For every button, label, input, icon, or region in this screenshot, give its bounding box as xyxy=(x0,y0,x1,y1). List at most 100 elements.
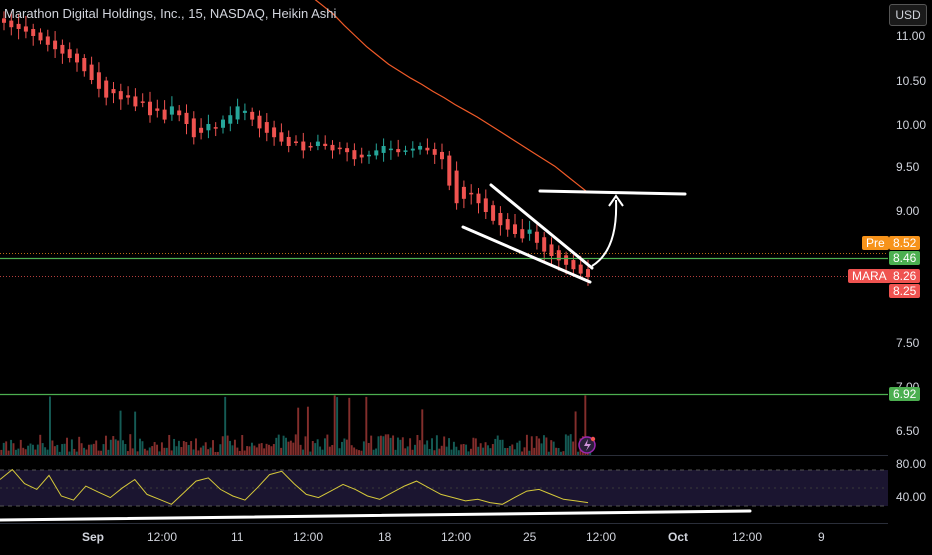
wedge-lower-line xyxy=(461,225,592,284)
volume-bar xyxy=(190,441,193,455)
volume-bar xyxy=(209,447,212,455)
volume-bar xyxy=(338,448,341,455)
pre-market-label: Pre xyxy=(862,236,889,250)
volume-bar xyxy=(384,434,387,455)
volume-bar xyxy=(41,443,44,455)
lightning-alert-icon[interactable] xyxy=(578,436,596,454)
volume-bar xyxy=(163,447,166,455)
volume-bar xyxy=(406,446,409,455)
volume-bar xyxy=(258,443,261,455)
candle-body xyxy=(16,23,21,29)
candle-body xyxy=(9,20,14,28)
volume-bar xyxy=(360,450,363,455)
candle-body xyxy=(67,49,72,58)
volume-bar xyxy=(555,447,558,455)
volume-bar xyxy=(355,449,358,455)
volume-bar xyxy=(34,449,37,455)
volume-bar xyxy=(53,446,56,455)
wedge-upper-line xyxy=(489,183,594,270)
volume-bar xyxy=(170,450,173,455)
volume-bar xyxy=(462,443,465,455)
volume-bar xyxy=(557,448,560,455)
volume-bar xyxy=(280,447,283,455)
volume-bar xyxy=(343,438,346,455)
volume-bar xyxy=(394,449,397,455)
volume-bar xyxy=(87,444,90,455)
volume-bar xyxy=(482,447,485,455)
volume-bar xyxy=(460,444,463,455)
volume-bar xyxy=(494,438,497,455)
currency-button[interactable]: USD xyxy=(889,4,927,26)
rsi-line xyxy=(0,468,589,505)
volume-bar xyxy=(17,448,20,455)
volume-bar xyxy=(304,436,307,455)
volume-bar xyxy=(248,446,251,455)
volume-bar xyxy=(538,438,541,455)
volume-bar xyxy=(294,434,297,455)
volume-bar xyxy=(416,434,419,455)
volume-bar xyxy=(414,444,416,455)
volume-bar xyxy=(455,446,458,455)
volume-bar xyxy=(328,446,331,455)
volume-bar xyxy=(229,440,232,455)
volume-bar xyxy=(185,441,188,455)
volume-bar xyxy=(250,442,253,455)
volume-bar xyxy=(469,448,472,455)
volume-bar xyxy=(550,440,553,455)
volume-bar xyxy=(426,440,429,455)
volume-bar xyxy=(491,444,494,455)
candle-body xyxy=(491,205,496,221)
candle-body xyxy=(337,147,342,150)
candle-body xyxy=(118,91,123,100)
candle-body xyxy=(323,143,328,146)
volume-bar xyxy=(484,442,487,455)
volume-bar xyxy=(372,449,375,455)
volume-bar xyxy=(112,436,115,455)
volume-bar xyxy=(404,448,407,455)
volume-bar xyxy=(377,436,380,455)
volume-bar xyxy=(175,446,178,455)
price-tick: 11.00 xyxy=(896,29,926,43)
volume-bar xyxy=(219,444,222,455)
volume-bar xyxy=(467,451,470,455)
candle-body xyxy=(403,150,408,152)
candle-body xyxy=(53,40,58,50)
volume-bar xyxy=(199,447,202,455)
volume-bar xyxy=(525,434,528,455)
volume-bar xyxy=(221,436,224,455)
volume-bar xyxy=(428,448,431,455)
candle-body xyxy=(213,127,218,129)
candle-body xyxy=(82,58,87,72)
volume-bar xyxy=(345,439,348,455)
volume-bar xyxy=(212,440,214,455)
candle-body xyxy=(23,26,28,32)
last-price-tag: 8.26 xyxy=(889,269,921,283)
volume-bar xyxy=(134,411,137,455)
volume-bar xyxy=(5,441,8,455)
volume-bar xyxy=(10,439,13,455)
volume-bar xyxy=(552,441,555,455)
volume-bar xyxy=(265,443,268,455)
volume-bar xyxy=(457,450,460,455)
price-tick: 9.00 xyxy=(896,204,920,218)
volume-bar xyxy=(78,436,81,455)
candle-body xyxy=(388,148,393,151)
candle-body xyxy=(345,148,350,153)
candle-body xyxy=(586,269,590,278)
volume-bar xyxy=(63,443,66,455)
volume-bar xyxy=(153,442,156,455)
volume-bars xyxy=(0,395,592,455)
volume-bar xyxy=(0,449,3,455)
candle-body xyxy=(162,109,167,120)
candle-body xyxy=(104,80,109,98)
volume-bar xyxy=(143,448,146,455)
volume-bar xyxy=(56,444,59,455)
candle-body xyxy=(89,64,94,80)
volume-bar xyxy=(535,436,538,455)
candle-body xyxy=(352,150,357,160)
volume-bar xyxy=(287,441,290,455)
chart-title: Marathon Digital Holdings, Inc., 15, NAS… xyxy=(4,6,337,21)
volume-bar xyxy=(70,439,73,455)
